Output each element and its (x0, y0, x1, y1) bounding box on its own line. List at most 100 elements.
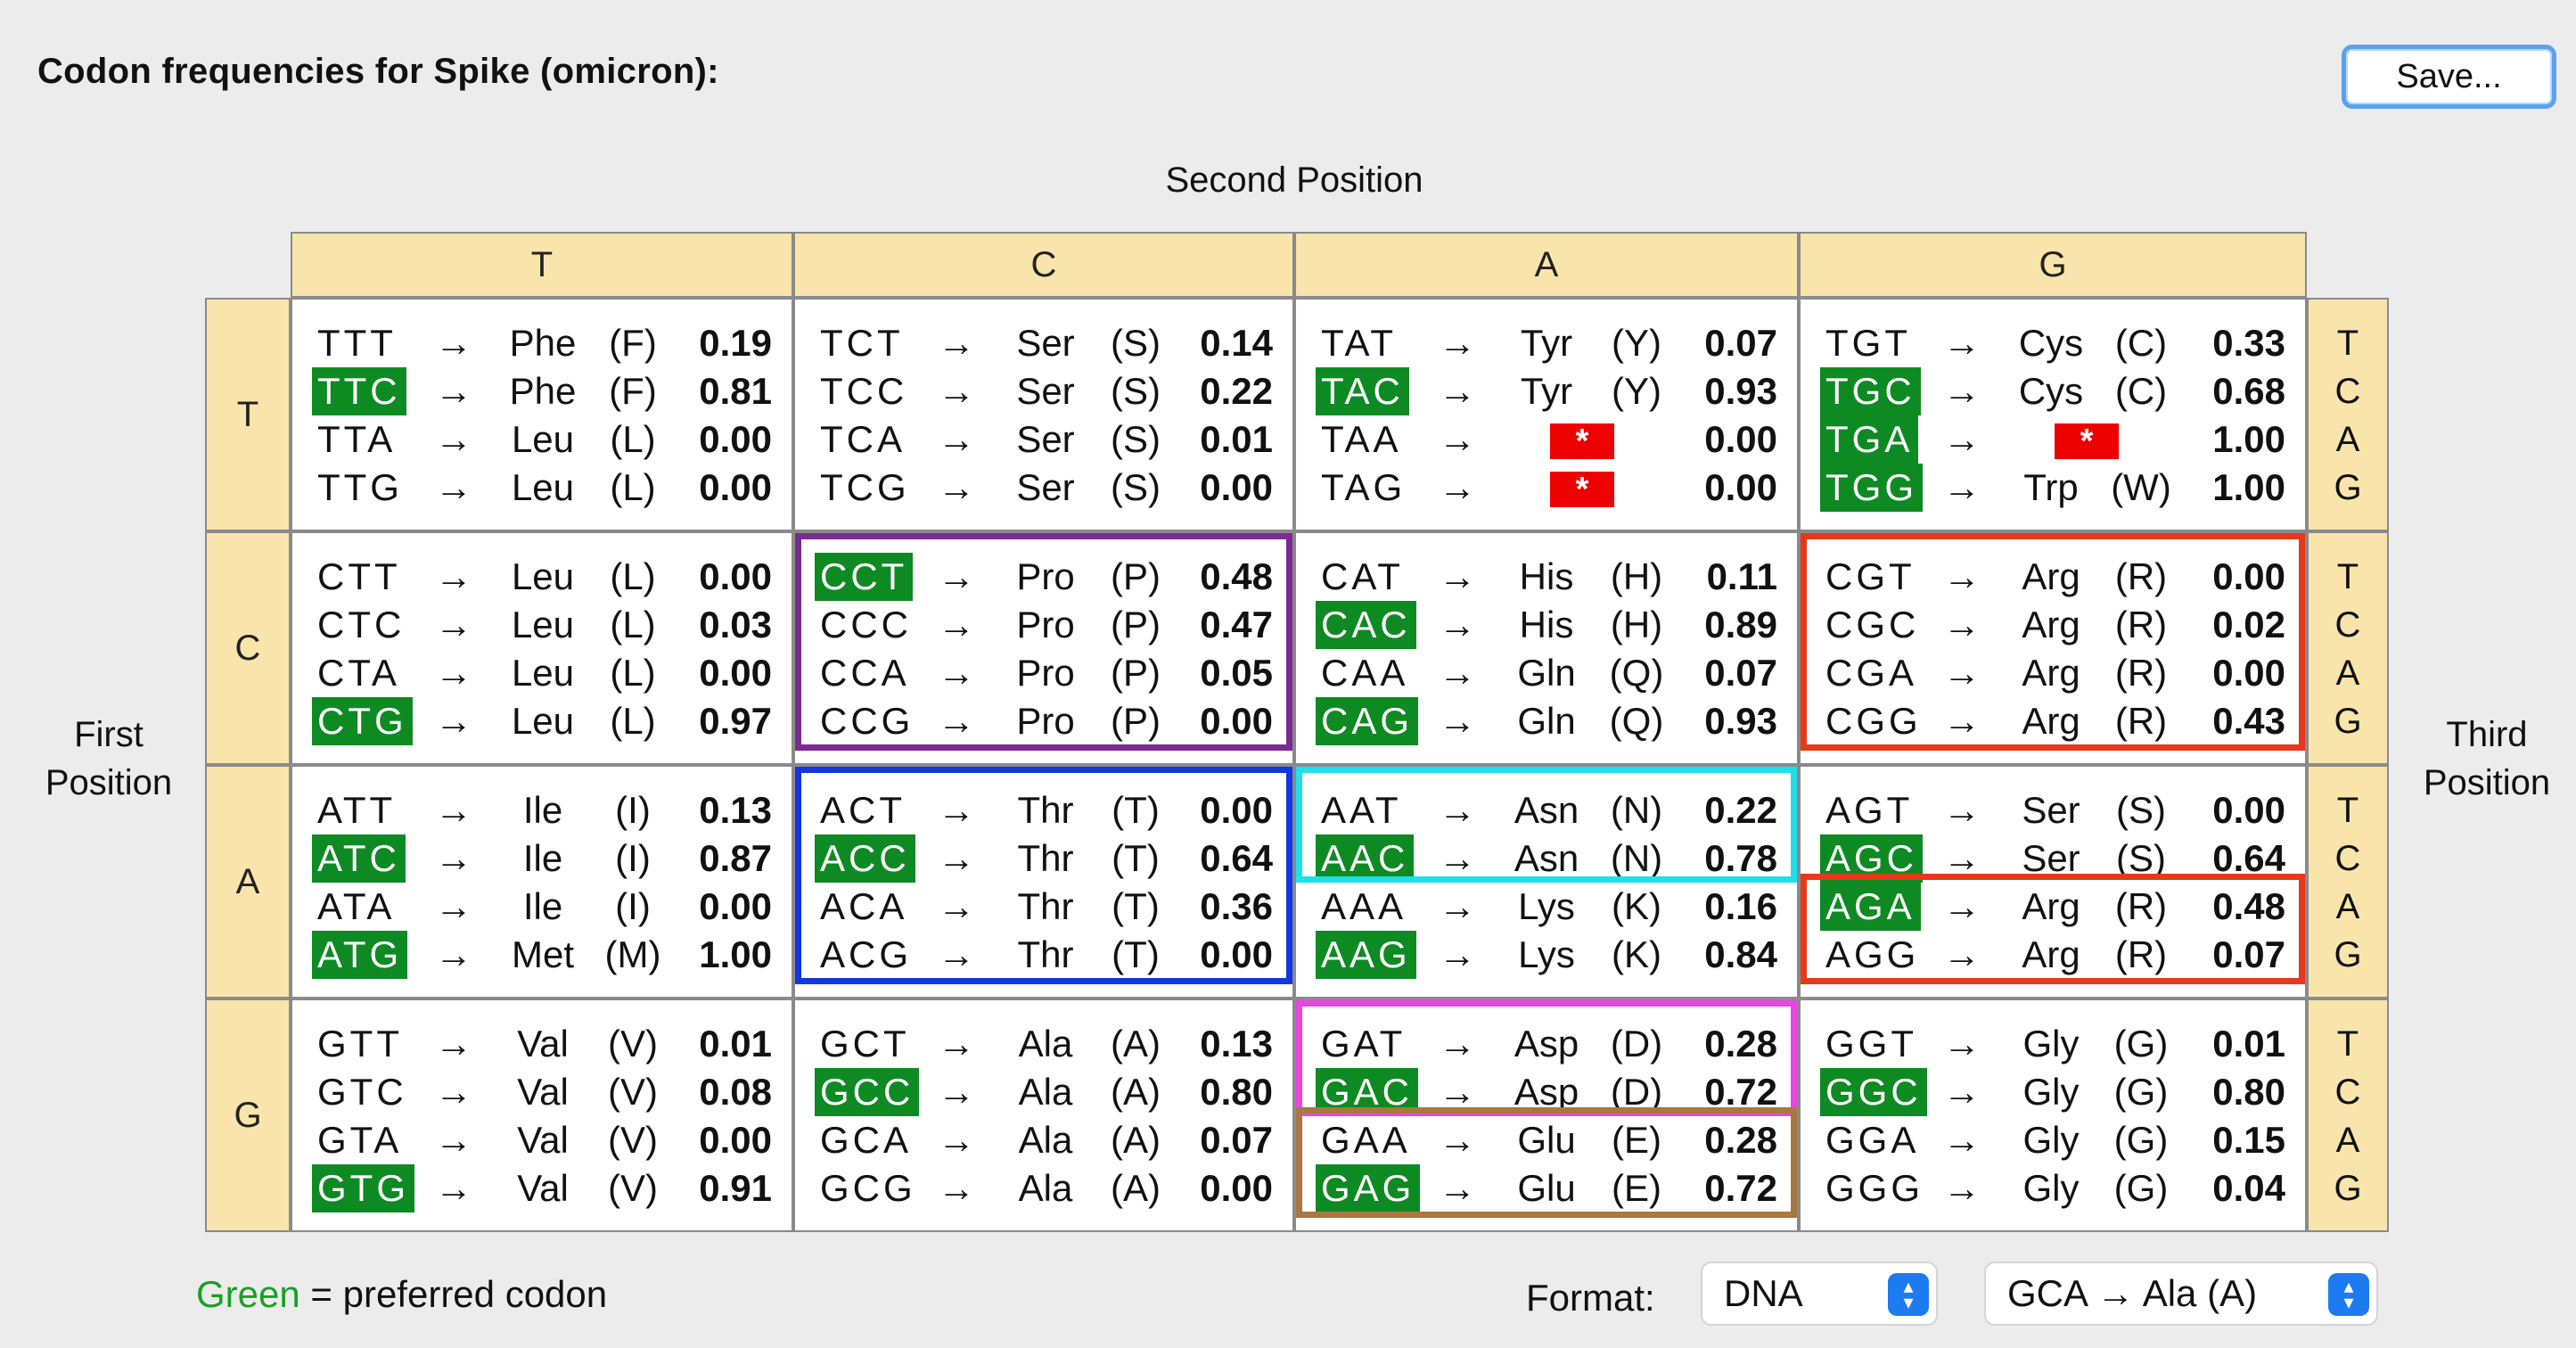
codon-block: GCT → Ala (A) 0.13 GCC → Ala (A) 0.80 GCA → Ala (A) 0.… (793, 999, 1294, 1232)
codon: TTC (312, 367, 406, 415)
arrow: → (1439, 1071, 1476, 1113)
codon-row: TCA → Ser (S) 0.01 (795, 415, 1292, 464)
codon-frequency: 0.00 (699, 885, 772, 927)
codon-row: TAC → Tyr (Y) 0.93 (1296, 367, 1797, 415)
arrow: → (1943, 933, 1981, 975)
arrow: → (1439, 418, 1476, 460)
codon-frequency: 0.01 (2212, 1023, 2285, 1064)
arrow: → (1943, 555, 1981, 597)
second-position-header: G (1799, 232, 2307, 298)
amino-acid-abbr: (A) (1111, 1167, 1161, 1209)
codon-frequency: 0.93 (1704, 700, 1777, 742)
codon-row: GTA → Val (V) 0.00 (292, 1116, 792, 1164)
codon: GCT (820, 1023, 910, 1064)
codon-row: AGA → Arg (R) 0.48 (1801, 883, 2305, 931)
codon-row: AGG → Arg (R) 0.07 (1801, 931, 2305, 979)
stop-codon-marker: * (2055, 423, 2119, 459)
third-position-header: T (2336, 791, 2359, 830)
codon-frequency: 0.80 (2212, 1071, 2285, 1113)
amino-acid-abbr: (N) (1610, 789, 1663, 831)
arrow: → (1943, 604, 1981, 645)
codon-row: TCC → Ser (S) 0.22 (795, 367, 1292, 415)
codon: GGG (1825, 1167, 1924, 1209)
third-position-header: G (2334, 1169, 2362, 1208)
codon-frequency: 0.01 (699, 1023, 772, 1064)
amino-acid: His (1519, 604, 1574, 645)
codon-row: CCC → Pro (P) 0.47 (795, 601, 1292, 649)
codon-frequency: 0.05 (1200, 652, 1273, 694)
amino-acid-abbr: (K) (1612, 885, 1661, 927)
codon: CCT (815, 553, 914, 601)
amino-acid: Ile (522, 789, 563, 831)
amino-acid: Leu (511, 418, 575, 460)
third-position-label: Third Position (2398, 711, 2576, 807)
arrow: → (1943, 837, 1981, 879)
first-position-label: First Position (20, 711, 198, 807)
codon-row: CAG → Gln (Q) 0.93 (1296, 697, 1797, 745)
codon: ATA (317, 885, 396, 927)
arrow: → (1943, 466, 1981, 508)
amino-acid-abbr: (S) (2116, 837, 2166, 879)
arrow: → (1439, 1023, 1476, 1064)
codon-row: CTC → Leu (L) 0.03 (292, 601, 792, 649)
codon-row: CGG → Arg (R) 0.43 (1801, 697, 2305, 745)
amino-acid: Leu (511, 555, 575, 597)
codon: CGC (1825, 604, 1920, 645)
codon: AGA (1820, 883, 1921, 931)
codon-block: CAT → His (H) 0.11 CAC → His (H) 0.89 CAA → Gln (Q) 0.… (1294, 531, 1799, 765)
codon-row: TTG → Leu (L) 0.00 (292, 464, 792, 512)
codon-row: CTA → Leu (L) 0.00 (292, 649, 792, 697)
codon-frequency: 0.00 (2212, 555, 2285, 597)
codon-example-select[interactable]: GCA → Ala (A) ▴ ▾ (1984, 1262, 2378, 1326)
codon-frequency: 0.93 (1704, 370, 1777, 412)
codon-row: CCA → Pro (P) 0.05 (795, 649, 1292, 697)
amino-acid: Ala (1018, 1119, 1073, 1161)
amino-acid-abbr: (Q) (1609, 700, 1664, 742)
amino-acid: Val (517, 1167, 569, 1209)
amino-acid: Trp (2023, 466, 2079, 508)
amino-acid: Tyr (1520, 370, 1573, 412)
codon-row: AAT → Asn (N) 0.22 (1296, 786, 1797, 834)
arrow: → (1943, 1167, 1981, 1209)
amino-acid: Ser (2022, 789, 2080, 831)
amino-acid: Thr (1017, 837, 1074, 879)
amino-acid: Gln (1517, 652, 1576, 694)
amino-acid-abbr: (V) (608, 1071, 658, 1113)
codon-row: CCG → Pro (P) 0.00 (795, 697, 1292, 745)
amino-acid-abbr: (A) (1111, 1023, 1161, 1064)
codon-frequency: 0.72 (1704, 1071, 1777, 1113)
codon-block: GTT → Val (V) 0.01 GTC → Val (V) 0.08 GTA → Val (V) 0.… (291, 999, 793, 1232)
codon-frequency: 1.00 (2212, 418, 2285, 460)
codon-block: TCT → Ser (S) 0.14 TCC → Ser (S) 0.22 TCA → Ser (S) 0.… (793, 298, 1294, 531)
codon-row: GGC → Gly (G) 0.80 (1801, 1068, 2305, 1116)
arrow: → (1943, 652, 1981, 694)
amino-acid: Lys (1518, 933, 1575, 975)
codon-frequency: 0.97 (699, 700, 772, 742)
format-select[interactable]: DNA ▴ ▾ (1701, 1262, 1938, 1326)
codon-row: ACG → Thr (T) 0.00 (795, 931, 1292, 979)
codon-block: GGT → Gly (G) 0.01 GGC → Gly (G) 0.80 GGA → Gly (G) 0.… (1799, 999, 2307, 1232)
codon-frequency: 0.11 (1706, 555, 1777, 597)
amino-acid: Asn (1514, 837, 1579, 879)
codon-frequency: 1.00 (699, 933, 772, 975)
arrow: → (938, 555, 975, 597)
amino-acid: Ile (522, 837, 563, 879)
codon-frequency: 0.33 (2212, 322, 2285, 364)
stop-codon-marker: * (1550, 472, 1614, 507)
codon-block: GAT → Asp (D) 0.28 GAC → Asp (D) 0.72 GAA → Glu (E) 0.… (1294, 999, 1799, 1232)
arrow: → (938, 789, 975, 831)
codon: CAC (1316, 601, 1416, 649)
amino-acid: Ser (1016, 322, 1075, 364)
legend-green-word: Green (196, 1273, 300, 1315)
codon-row: CGA → Arg (R) 0.00 (1801, 649, 2305, 697)
amino-acid-abbr: (S) (1111, 322, 1161, 364)
codon-frequency: 0.28 (1704, 1119, 1777, 1161)
codon-frequency: 0.00 (1200, 700, 1273, 742)
codon: GTG (312, 1164, 414, 1212)
amino-acid: Tyr (1520, 322, 1573, 364)
amino-acid: Ala (1018, 1023, 1073, 1064)
save-button[interactable]: Save... (2342, 45, 2556, 109)
amino-acid-abbr: (T) (1112, 837, 1160, 879)
